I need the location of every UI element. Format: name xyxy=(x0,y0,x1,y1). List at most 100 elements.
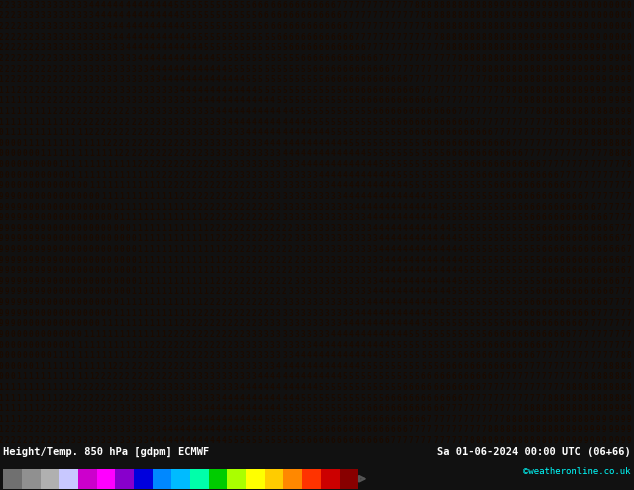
Text: 1: 1 xyxy=(16,128,21,137)
Text: 9: 9 xyxy=(614,86,619,95)
Text: 0: 0 xyxy=(34,160,39,169)
Text: 7: 7 xyxy=(578,341,583,349)
Text: 9: 9 xyxy=(0,309,3,318)
Text: 5: 5 xyxy=(186,22,190,31)
Text: 5: 5 xyxy=(222,22,226,31)
Text: 4: 4 xyxy=(282,128,287,137)
Text: 6: 6 xyxy=(325,11,329,21)
Text: 5: 5 xyxy=(300,436,305,445)
Text: 2: 2 xyxy=(191,362,196,371)
Text: 9: 9 xyxy=(4,319,9,328)
Text: 4: 4 xyxy=(421,266,425,275)
Text: 8: 8 xyxy=(476,1,480,10)
Text: 9: 9 xyxy=(602,75,607,84)
Text: 5: 5 xyxy=(361,128,365,137)
Text: 2: 2 xyxy=(89,404,93,413)
Text: 8: 8 xyxy=(512,33,516,42)
Text: 5: 5 xyxy=(391,351,396,360)
Text: 0: 0 xyxy=(0,160,3,169)
Text: 5: 5 xyxy=(415,362,420,371)
Text: 0: 0 xyxy=(4,330,9,339)
Text: 8: 8 xyxy=(590,393,595,403)
Text: 0: 0 xyxy=(29,149,33,158)
Text: 5: 5 xyxy=(337,118,341,126)
Text: 8: 8 xyxy=(524,404,528,413)
Text: 0: 0 xyxy=(4,171,9,180)
Text: 6: 6 xyxy=(282,11,287,21)
Text: 5: 5 xyxy=(258,425,262,435)
Text: 1: 1 xyxy=(83,372,87,381)
Text: 3: 3 xyxy=(349,288,353,296)
Text: 5: 5 xyxy=(300,393,305,403)
Text: 8: 8 xyxy=(541,415,547,424)
Text: 5: 5 xyxy=(415,149,420,158)
Text: 6: 6 xyxy=(566,213,571,222)
Text: 7: 7 xyxy=(415,11,420,21)
Text: 3: 3 xyxy=(330,277,335,286)
Text: 5: 5 xyxy=(191,33,196,42)
Text: 5: 5 xyxy=(463,330,468,339)
Text: 0: 0 xyxy=(59,341,63,349)
Text: 2: 2 xyxy=(101,128,106,137)
Text: 5: 5 xyxy=(391,372,396,381)
Text: 8: 8 xyxy=(548,404,552,413)
Text: 3: 3 xyxy=(216,149,220,158)
Text: 1: 1 xyxy=(204,224,208,233)
Text: 4: 4 xyxy=(403,319,408,328)
Text: 9: 9 xyxy=(584,65,588,74)
Text: 6: 6 xyxy=(536,330,540,339)
Text: 7: 7 xyxy=(553,351,559,360)
Text: 3: 3 xyxy=(204,149,208,158)
Text: 6: 6 xyxy=(258,11,262,21)
Text: 2: 2 xyxy=(288,245,293,254)
Text: 0: 0 xyxy=(89,266,93,275)
Text: 3: 3 xyxy=(83,11,87,21)
Text: 0: 0 xyxy=(53,319,57,328)
Text: 3: 3 xyxy=(234,341,238,349)
Text: 4: 4 xyxy=(445,288,450,296)
Text: 7: 7 xyxy=(512,372,516,381)
Text: 7: 7 xyxy=(590,149,595,158)
Text: 4: 4 xyxy=(149,65,154,74)
Text: 6: 6 xyxy=(421,128,425,137)
Text: 2: 2 xyxy=(210,298,214,307)
Text: 8: 8 xyxy=(493,436,498,445)
Text: 6: 6 xyxy=(403,107,408,116)
Text: 5: 5 xyxy=(330,393,335,403)
Text: 3: 3 xyxy=(318,245,323,254)
Text: 5: 5 xyxy=(457,181,462,190)
Text: 0: 0 xyxy=(0,139,3,148)
Text: 1: 1 xyxy=(89,181,93,190)
Text: 1: 1 xyxy=(119,330,124,339)
Text: 3: 3 xyxy=(41,1,45,10)
Text: 3: 3 xyxy=(337,202,341,212)
Text: 2: 2 xyxy=(125,149,130,158)
Text: 4: 4 xyxy=(161,75,166,84)
Text: 6: 6 xyxy=(578,319,583,328)
Text: 2: 2 xyxy=(276,288,281,296)
Text: 0: 0 xyxy=(59,330,63,339)
Text: 5: 5 xyxy=(300,415,305,424)
Text: 2: 2 xyxy=(155,372,160,381)
Text: 4: 4 xyxy=(427,266,432,275)
Text: 3: 3 xyxy=(330,224,335,233)
Text: 0: 0 xyxy=(16,330,21,339)
Text: 6: 6 xyxy=(548,266,552,275)
Text: 2: 2 xyxy=(216,309,220,318)
Text: 7: 7 xyxy=(415,22,420,31)
Text: 1: 1 xyxy=(161,330,166,339)
Text: 6: 6 xyxy=(553,266,559,275)
Text: 3: 3 xyxy=(131,404,136,413)
Text: 8: 8 xyxy=(626,160,631,169)
Text: 2: 2 xyxy=(288,277,293,286)
Text: 4: 4 xyxy=(366,341,372,349)
Text: 9: 9 xyxy=(626,75,631,84)
Text: 6: 6 xyxy=(433,139,437,148)
Text: 1: 1 xyxy=(77,171,81,180)
Text: 1: 1 xyxy=(143,277,148,286)
Text: 5: 5 xyxy=(500,234,504,244)
Text: 0: 0 xyxy=(71,213,75,222)
Text: 0: 0 xyxy=(34,351,39,360)
Text: 4: 4 xyxy=(258,404,262,413)
Text: 8: 8 xyxy=(560,75,564,84)
